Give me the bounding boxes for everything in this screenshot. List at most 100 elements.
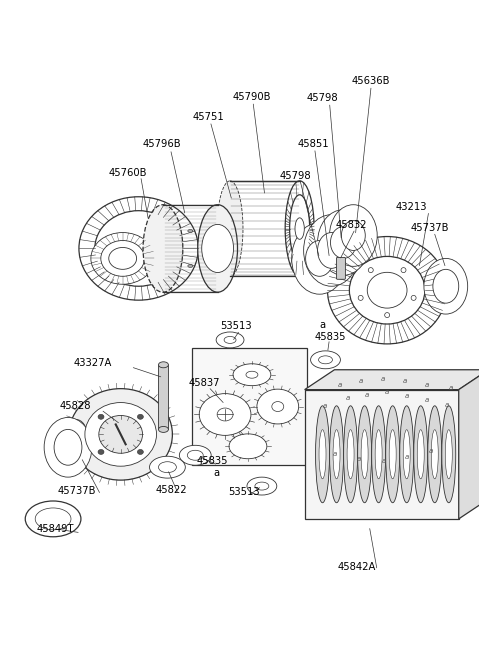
Ellipse shape xyxy=(95,211,182,286)
Ellipse shape xyxy=(400,406,414,503)
Text: a: a xyxy=(345,394,349,401)
Bar xyxy=(192,348,307,465)
Ellipse shape xyxy=(137,449,144,455)
Ellipse shape xyxy=(85,403,156,466)
Text: 45835: 45835 xyxy=(196,457,228,466)
Text: 45835: 45835 xyxy=(314,332,346,342)
Ellipse shape xyxy=(372,406,385,503)
Ellipse shape xyxy=(246,371,258,378)
Ellipse shape xyxy=(289,195,310,263)
Ellipse shape xyxy=(150,457,185,478)
Ellipse shape xyxy=(229,434,267,458)
Ellipse shape xyxy=(417,430,424,479)
Ellipse shape xyxy=(65,419,87,449)
Text: a: a xyxy=(429,448,433,455)
Ellipse shape xyxy=(137,415,144,419)
Text: 45737B: 45737B xyxy=(411,223,449,233)
Ellipse shape xyxy=(315,406,329,503)
Text: 53513: 53513 xyxy=(228,487,260,497)
Ellipse shape xyxy=(217,181,243,276)
Ellipse shape xyxy=(202,225,234,272)
Ellipse shape xyxy=(403,430,410,479)
Text: a: a xyxy=(425,396,429,403)
Ellipse shape xyxy=(247,477,277,495)
Ellipse shape xyxy=(433,269,459,303)
Ellipse shape xyxy=(319,430,326,479)
Text: a: a xyxy=(365,392,370,398)
Text: a: a xyxy=(425,382,429,388)
Ellipse shape xyxy=(198,205,238,292)
Text: a: a xyxy=(405,455,409,460)
Ellipse shape xyxy=(217,408,233,421)
FancyBboxPatch shape xyxy=(336,257,346,279)
Text: 43327A: 43327A xyxy=(74,358,112,368)
Ellipse shape xyxy=(368,268,373,272)
Ellipse shape xyxy=(384,312,390,318)
Ellipse shape xyxy=(101,240,144,276)
Ellipse shape xyxy=(411,295,416,301)
Ellipse shape xyxy=(445,430,452,479)
Text: 45832: 45832 xyxy=(336,219,367,230)
Text: 45798: 45798 xyxy=(280,171,312,181)
Ellipse shape xyxy=(54,430,82,465)
Text: 45828: 45828 xyxy=(60,401,92,411)
Text: a: a xyxy=(323,403,326,409)
Ellipse shape xyxy=(311,351,340,369)
Ellipse shape xyxy=(295,218,304,239)
Text: 45790B: 45790B xyxy=(233,92,272,102)
Ellipse shape xyxy=(285,181,314,276)
Ellipse shape xyxy=(319,356,333,364)
Ellipse shape xyxy=(327,236,447,344)
Ellipse shape xyxy=(347,430,354,479)
Ellipse shape xyxy=(330,406,344,503)
Text: a: a xyxy=(444,402,449,407)
Ellipse shape xyxy=(158,462,176,473)
Ellipse shape xyxy=(187,450,203,460)
Text: 43213: 43213 xyxy=(395,202,427,212)
Ellipse shape xyxy=(109,248,137,269)
Ellipse shape xyxy=(424,259,468,314)
Text: 45851: 45851 xyxy=(298,139,329,149)
Ellipse shape xyxy=(304,215,360,286)
Ellipse shape xyxy=(272,402,284,411)
Text: 45751: 45751 xyxy=(192,112,224,122)
Ellipse shape xyxy=(318,233,346,269)
Text: a: a xyxy=(359,378,363,384)
Ellipse shape xyxy=(180,445,211,465)
Ellipse shape xyxy=(318,210,369,275)
Ellipse shape xyxy=(349,256,425,324)
Ellipse shape xyxy=(358,295,363,301)
Ellipse shape xyxy=(292,223,348,294)
Ellipse shape xyxy=(386,406,400,503)
Ellipse shape xyxy=(44,417,92,477)
Ellipse shape xyxy=(158,362,168,367)
Ellipse shape xyxy=(233,364,271,386)
Text: a: a xyxy=(403,378,407,384)
Ellipse shape xyxy=(401,268,406,272)
Ellipse shape xyxy=(389,430,396,479)
Ellipse shape xyxy=(69,388,172,480)
Ellipse shape xyxy=(367,272,407,308)
Text: a: a xyxy=(332,451,336,457)
Ellipse shape xyxy=(199,394,251,436)
Ellipse shape xyxy=(329,205,377,267)
Text: a: a xyxy=(385,388,389,394)
Ellipse shape xyxy=(188,229,193,233)
Text: a: a xyxy=(381,376,385,382)
Ellipse shape xyxy=(216,332,244,348)
Text: 53513: 53513 xyxy=(220,321,252,331)
Ellipse shape xyxy=(99,415,143,453)
Ellipse shape xyxy=(79,196,198,300)
Ellipse shape xyxy=(158,426,168,432)
Ellipse shape xyxy=(91,233,155,284)
Text: 45842A: 45842A xyxy=(337,561,376,572)
Ellipse shape xyxy=(35,508,71,530)
Text: 45636B: 45636B xyxy=(351,77,390,86)
Text: a: a xyxy=(337,382,342,388)
Ellipse shape xyxy=(224,337,236,343)
Ellipse shape xyxy=(98,449,104,455)
Bar xyxy=(158,365,168,430)
Text: a: a xyxy=(213,468,219,478)
Ellipse shape xyxy=(442,406,456,503)
Text: a: a xyxy=(449,384,453,390)
